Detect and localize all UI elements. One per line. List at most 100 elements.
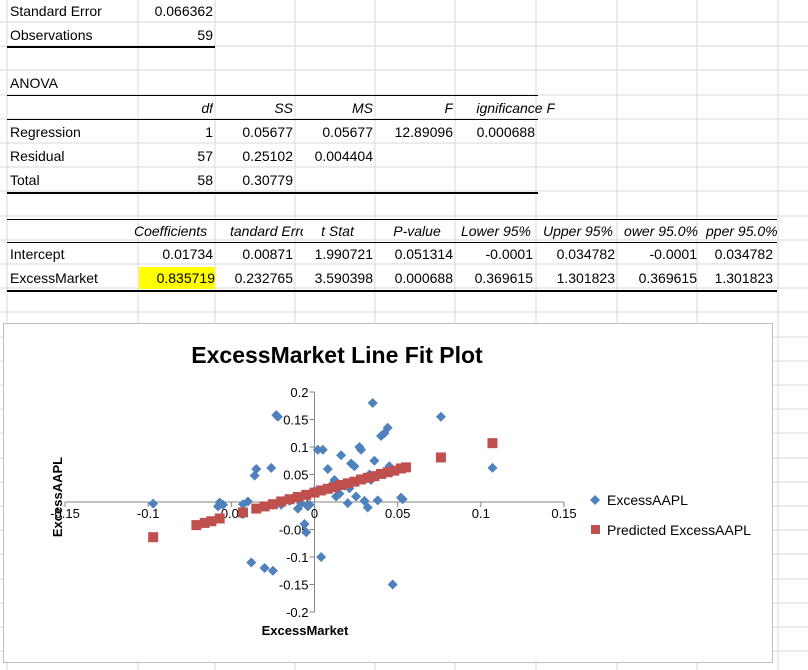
summary-bottom-border xyxy=(7,46,215,48)
data-point-predicted xyxy=(356,474,367,485)
data-point-predicted xyxy=(316,485,327,496)
anova-header-f[interactable]: F xyxy=(444,100,453,116)
data-point-predicted xyxy=(322,483,333,494)
data-point-predicted xyxy=(369,471,380,482)
y-tick-label: 0.2 xyxy=(290,385,308,400)
std-error-value[interactable]: 0.066362 xyxy=(154,3,213,19)
data-point-predicted xyxy=(435,452,446,463)
data-point-predicted xyxy=(251,503,262,514)
y-tick-label: 0.1 xyxy=(290,440,308,455)
data-point-excessaapl xyxy=(266,462,277,473)
data-point-excessaapl xyxy=(382,422,393,433)
coef-row-excessmarket-value[interactable]: 0.000688 xyxy=(394,270,453,286)
data-point-excessaapl xyxy=(299,519,310,529)
legend-marker-excessaapl xyxy=(590,495,600,505)
coef-row-excessmarket-value[interactable]: 0.369615 xyxy=(474,270,533,286)
anova-row-regression-label[interactable]: Regression xyxy=(10,124,81,140)
data-point-predicted xyxy=(400,462,411,473)
observations-value[interactable]: 59 xyxy=(197,27,213,43)
x-tick-label: 0 xyxy=(311,506,318,521)
coef-row-excessmarket-value[interactable]: 1.301823 xyxy=(556,270,615,286)
data-point-excessaapl xyxy=(242,496,253,507)
data-point-predicted xyxy=(389,465,400,476)
x-tick-label: 0.05 xyxy=(385,506,410,521)
coef-row-excessmarket-value[interactable]: 0.232765 xyxy=(234,270,293,286)
x-tick-label: -0.1 xyxy=(137,506,159,521)
chart-svg: ExcessMarket Line Fit Plot ExcessMarket … xyxy=(50,342,751,638)
coef-row-intercept-value[interactable]: 0.01734 xyxy=(162,246,213,262)
coef-header-pvalue[interactable]: P-value xyxy=(393,223,441,239)
anova-row-regression-f[interactable]: 12.89096 xyxy=(394,124,453,140)
coef-row-intercept-label[interactable]: Intercept xyxy=(10,246,65,262)
data-point-excessaapl xyxy=(349,461,360,472)
anova-header-ss[interactable]: SS xyxy=(274,100,293,116)
data-point-predicted xyxy=(301,489,312,500)
line-fit-plot-chart[interactable]: ExcessMarket Line Fit Plot ExcessMarket … xyxy=(3,323,773,663)
anova-top-border xyxy=(7,95,538,96)
data-point-predicted xyxy=(342,478,353,489)
coef-header-upper95[interactable]: Upper 95% xyxy=(542,223,614,239)
data-point-excessaapl xyxy=(259,563,270,573)
coef-header-tstat[interactable]: t Stat xyxy=(321,223,354,239)
data-point-predicted xyxy=(267,499,278,510)
data-point-excessaapl xyxy=(342,498,353,509)
chart-x-axis-label: ExcessMarket xyxy=(262,623,349,638)
anova-row-total-df[interactable]: 58 xyxy=(197,172,213,188)
coef-row-intercept-value[interactable]: -0.0001 xyxy=(649,246,697,262)
coef-header-upper95-0[interactable]: pper 95.0% xyxy=(706,223,778,239)
anova-row-total-label[interactable]: Total xyxy=(10,172,40,188)
x-tick-label: -0.15 xyxy=(50,506,80,521)
coef-row-intercept-value[interactable]: 1.990721 xyxy=(314,246,373,262)
data-point-predicted xyxy=(292,492,303,503)
anova-row-total-ss[interactable]: 0.30779 xyxy=(242,172,293,188)
data-point-predicted xyxy=(487,438,498,449)
chart-y-axis-label: ExcessAAPL xyxy=(50,457,65,537)
y-tick-label: -0.2 xyxy=(286,605,308,620)
coef-header-border xyxy=(7,242,777,243)
anova-header-df[interactable]: df xyxy=(201,100,213,116)
coef-row-intercept-value[interactable]: 0.034782 xyxy=(556,246,615,262)
data-point-predicted xyxy=(349,476,360,487)
data-point-excessaapl xyxy=(213,501,224,512)
data-point-predicted xyxy=(237,507,248,518)
coef-row-excessmarket-value[interactable]: 1.301823 xyxy=(714,270,773,286)
coef-row-intercept-value[interactable]: -0.0001 xyxy=(485,246,533,262)
x-tick-label: 0.15 xyxy=(551,506,576,521)
coef-row-intercept-value[interactable]: 0.051314 xyxy=(394,246,453,262)
data-point-predicted xyxy=(362,472,373,483)
data-point-excessaapl xyxy=(322,464,333,474)
anova-row-residual-df[interactable]: 57 xyxy=(197,148,213,164)
data-point-excessaapl xyxy=(148,498,159,509)
observations-label[interactable]: Observations xyxy=(10,27,93,43)
data-point-excessaapl xyxy=(367,398,378,408)
coef-header-coefficients[interactable]: Coefficients xyxy=(134,223,208,239)
coef-header-lower95-0[interactable]: ower 95.0% xyxy=(624,223,698,239)
anova-row-regression-df[interactable]: 1 xyxy=(205,124,213,140)
coef-row-intercept-value[interactable]: 0.034782 xyxy=(714,246,773,262)
data-point-predicted xyxy=(214,513,225,524)
anova-row-regression-ms[interactable]: 0.05677 xyxy=(322,124,373,140)
data-point-excessaapl xyxy=(356,444,367,455)
coef-header-lower95[interactable]: Lower 95% xyxy=(460,223,532,239)
data-point-excessaapl xyxy=(316,552,327,562)
data-point-predicted xyxy=(191,520,202,531)
anova-row-regression-ss[interactable]: 0.05677 xyxy=(242,124,293,140)
coef-row-intercept-value[interactable]: 0.00871 xyxy=(242,246,293,262)
anova-title[interactable]: ANOVA xyxy=(10,75,58,91)
coef-row-excessmarket-value[interactable]: 3.590398 xyxy=(314,270,373,286)
std-error-label[interactable]: Standard Error xyxy=(10,3,102,19)
data-point-excessaapl xyxy=(397,494,408,505)
anova-row-residual-ms[interactable]: 0.004404 xyxy=(314,148,373,164)
coef-row-excessmarket-value[interactable]: 0.369615 xyxy=(638,270,697,286)
coef-row-excessmarket-coefficient-highlighted[interactable]: 0.835719 xyxy=(139,267,215,289)
coef-header-std-err[interactable]: tandard Erro xyxy=(230,223,303,239)
coef-bottom-border xyxy=(7,290,777,292)
y-tick-label: -0.05 xyxy=(279,523,309,538)
anova-row-residual-ss[interactable]: 0.25102 xyxy=(242,148,293,164)
anova-header-sig[interactable]: ignificance F xyxy=(476,100,555,116)
anova-row-regression-sig[interactable]: 0.000688 xyxy=(476,124,535,140)
anova-header-ms[interactable]: MS xyxy=(352,100,373,116)
data-point-excessaapl xyxy=(267,565,278,576)
coef-row-excessmarket-label[interactable]: ExcessMarket xyxy=(10,270,98,286)
anova-row-residual-label[interactable]: Residual xyxy=(10,148,65,164)
